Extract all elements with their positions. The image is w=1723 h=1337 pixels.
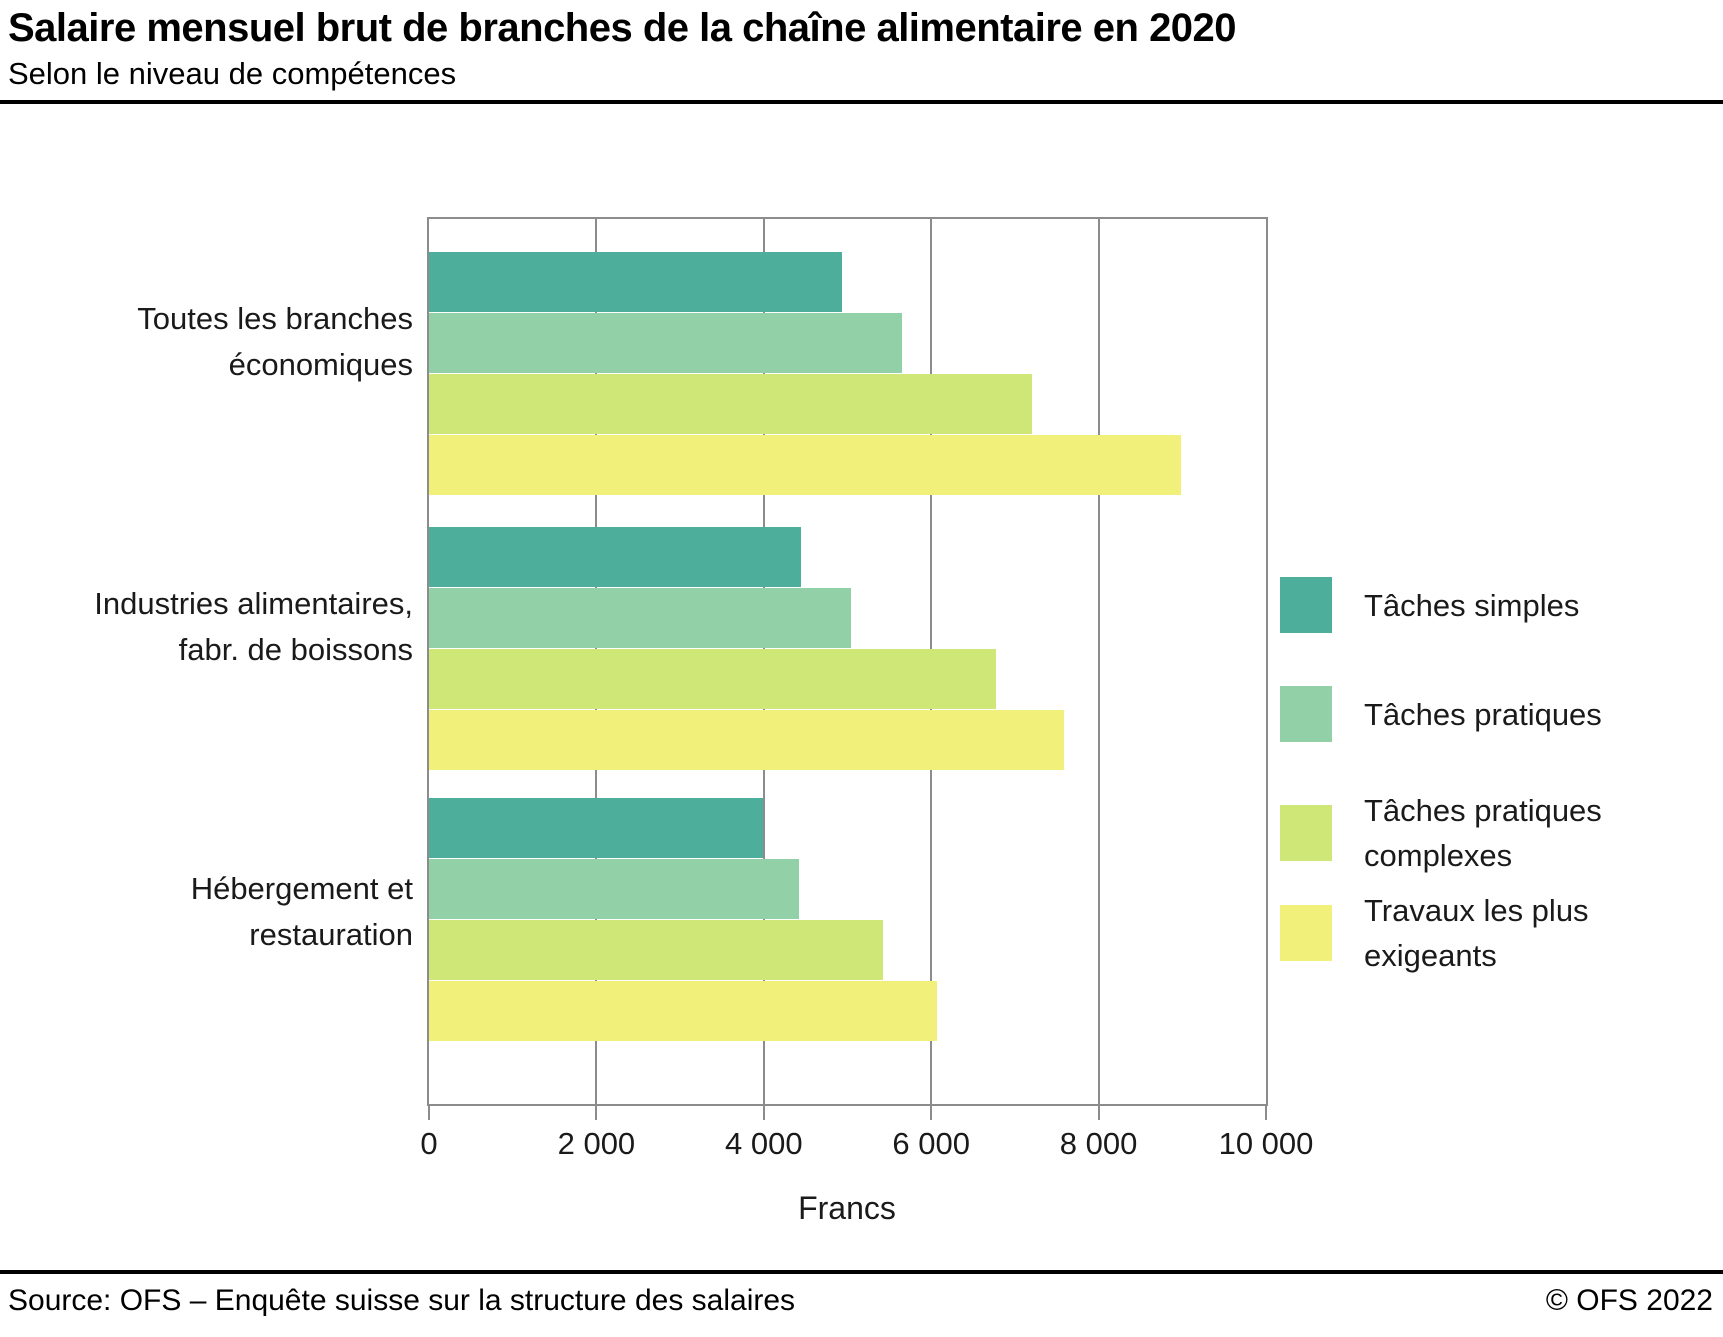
page-subtitle: Selon le niveau de compétences — [8, 56, 457, 91]
legend-swatch — [1280, 805, 1332, 861]
legend-label-line: Tâches pratiques — [1364, 696, 1602, 732]
bar — [429, 252, 842, 312]
legend-item: Tâches pratiques — [1280, 686, 1602, 742]
bar — [429, 527, 801, 587]
axis-tick — [595, 1106, 598, 1120]
x-tick-label: 2 000 — [557, 1126, 636, 1161]
x-tick-label: 4 000 — [725, 1126, 803, 1161]
legend-item: Travaux les plus exigeants — [1280, 888, 1589, 978]
axis-tick — [762, 1106, 765, 1120]
legend-label: Travaux les plus exigeants — [1364, 888, 1589, 978]
legend-item: Tâches pratiques complexes — [1280, 788, 1602, 878]
gridline — [1097, 219, 1100, 1104]
x-tick-label: 10 000 — [1218, 1126, 1314, 1161]
bar — [429, 710, 1065, 770]
category-label: Industries alimentaires, fabr. de boisson… — [0, 581, 413, 673]
bar — [429, 435, 1181, 495]
x-tick-label: 0 — [420, 1126, 438, 1161]
category-label-line: Hébergement et — [190, 871, 413, 906]
legend-label: Tâches pratiques — [1364, 692, 1602, 737]
category-label: Hébergement et restauration — [0, 866, 413, 958]
legend-swatch — [1280, 905, 1332, 961]
bar — [429, 374, 1033, 434]
legend-label-line: Tâches simples — [1364, 587, 1580, 623]
legend-swatch — [1280, 686, 1332, 742]
legend-label-line: exigeants — [1364, 938, 1497, 973]
category-label-line: Industries alimentaires, — [94, 586, 413, 621]
bar — [429, 981, 938, 1041]
axis-tick — [1097, 1106, 1100, 1120]
bar — [429, 649, 997, 709]
axis-tick — [930, 1106, 933, 1120]
category-label-line: économiques — [228, 347, 413, 382]
legend-label: Tâches pratiques complexes — [1364, 788, 1602, 878]
axis-tick — [428, 1106, 430, 1120]
legend-label-line: complexes — [1364, 838, 1513, 873]
source-text: Source: OFS – Enquête suisse sur la stru… — [8, 1284, 796, 1317]
category-label-line: restauration — [249, 917, 413, 952]
legend-label-line: Tâches pratiques — [1364, 793, 1602, 828]
x-tick-label: 6 000 — [892, 1126, 970, 1161]
legend-item: Tâches simples — [1280, 577, 1579, 633]
bar — [429, 798, 763, 858]
category-label-line: Toutes les branches — [137, 301, 413, 336]
category-label-line: fabr. de boissons — [178, 632, 413, 667]
x-tick-label: 8 000 — [1059, 1126, 1138, 1161]
plot-area — [427, 217, 1268, 1120]
bar — [429, 313, 902, 373]
legend-label-line: Travaux les plus — [1364, 893, 1589, 928]
bar — [429, 859, 799, 919]
bar — [429, 920, 884, 980]
copyright-text: © OFS 2022 — [1545, 1284, 1713, 1317]
footer-divider — [0, 1270, 1723, 1274]
bar — [429, 588, 851, 648]
header-divider — [0, 100, 1723, 104]
category-label: Toutes les branches économiques — [0, 296, 413, 388]
x-axis-title: Francs — [798, 1190, 896, 1226]
page-title: Salaire mensuel brut de branches de la c… — [8, 6, 1237, 50]
legend-label: Tâches simples — [1364, 583, 1579, 628]
legend-swatch — [1280, 577, 1332, 633]
axis-tick — [1265, 1106, 1267, 1120]
